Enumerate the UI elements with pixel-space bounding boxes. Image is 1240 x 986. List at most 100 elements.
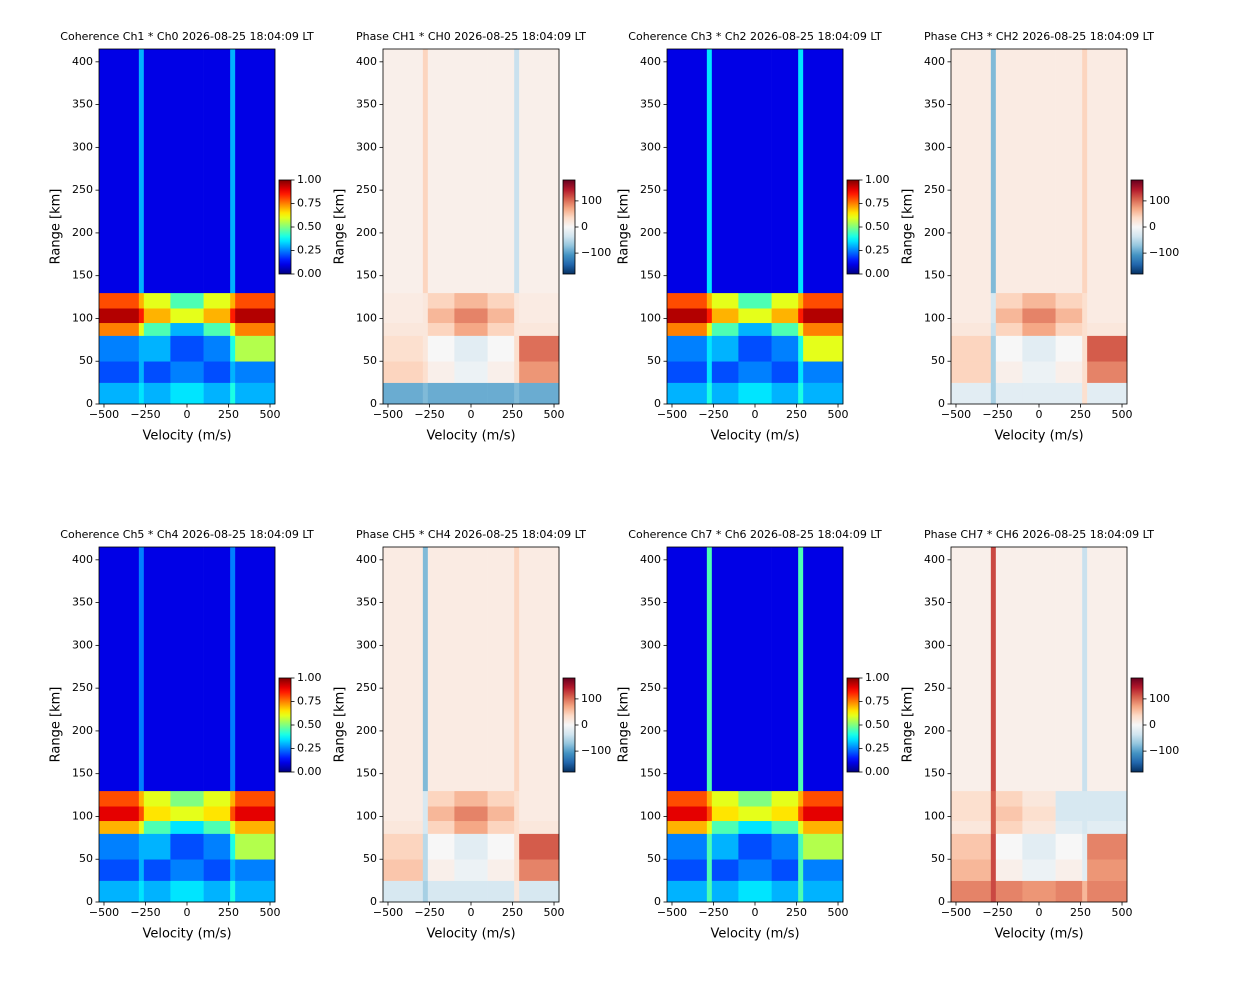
colorbar-tick-label: 0.25 [297,742,322,755]
y-tick-label: 350 [72,596,93,609]
y-tick-label: 50 [647,354,661,367]
heatmap-cell [383,790,424,807]
heatmap-cell [170,49,204,294]
y-axis-label: Range [km] [49,189,64,265]
y-tick-label: 150 [924,269,945,282]
y-tick-label: 0 [86,397,93,410]
heatmap-cell [170,859,204,881]
heatmap-cell [514,308,520,324]
heatmap-cell [203,833,231,860]
colorbar [278,677,292,773]
heatmap-cell [803,335,844,362]
y-tick-label: 350 [356,98,377,111]
heatmap-cell [667,322,708,336]
heatmap-cell [798,547,804,792]
heatmap-cell [1087,322,1128,336]
heatmap-cell [798,880,804,903]
y-tick-label: 100 [72,809,93,822]
heatmap-cell [1087,859,1128,881]
heatmap-cell [230,308,236,324]
heatmap-cell [519,335,560,362]
heatmap-cell [427,880,455,903]
heatmap-cell [138,308,145,324]
colorbar-tick-label: −100 [581,744,611,757]
x-axis-label: Velocity (m/s) [142,429,231,444]
heatmap-cell [514,382,520,405]
heatmap-cell [422,547,429,792]
heatmap-cell [235,308,276,324]
colorbar-tick-label: 100 [1149,194,1170,207]
colorbar-tick-label: 0.00 [865,267,890,280]
y-tick-label: 350 [72,98,93,111]
heatmap-cell [711,335,739,362]
x-tick-label: −500 [657,408,687,421]
heatmap-cell [519,292,560,309]
heatmap-cell [771,49,799,294]
heatmap-cell [990,833,997,860]
heatmap-cell [235,820,276,834]
heatmap-cell [803,361,844,383]
y-tick-label: 400 [640,553,661,566]
heatmap-cell [427,308,455,324]
colorbar-tick-label: 1.00 [865,671,890,684]
panel-title: Coherence Ch7 * Ch6 2026-08-25 18:04:09 … [628,528,882,541]
y-tick-label: 150 [640,269,661,282]
heatmap-cell [951,49,992,294]
y-tick-label: 100 [72,311,93,324]
heatmap-cell [514,361,520,383]
heatmap-cell [203,806,231,822]
y-tick-label: 350 [640,596,661,609]
x-tick-label: −500 [89,906,119,919]
heatmap-cell [667,382,708,405]
heatmap-cell [230,547,236,792]
heatmap-cell [427,322,455,336]
heatmap-cell [990,292,997,309]
heatmap-cell [427,833,455,860]
heatmap-cell [427,820,455,834]
heatmap-cell [519,308,560,324]
heatmap-cell [514,335,520,362]
heatmap-cell [1055,833,1083,860]
heatmap-cell [711,820,739,834]
heatmap-cell [170,806,204,822]
y-tick-label: 200 [924,724,945,737]
heatmap-cell [951,308,992,324]
x-tick-label: 500 [544,408,565,421]
heatmap-cell [99,308,140,324]
heatmap-cell [803,859,844,881]
panel: Phase CH1 * CH0 2026-08-25 18:04:09 LT −5… [333,30,612,444]
heatmap-cell [230,859,236,881]
heatmap-cell [422,880,429,903]
heatmap-cell [1022,790,1056,807]
heatmap-cell [951,292,992,309]
heatmap-cell [138,880,145,903]
colorbar-tick-label: 100 [581,692,602,705]
x-axis-label: Velocity (m/s) [994,927,1083,942]
heatmap-cell [230,382,236,405]
heatmap-cell [771,382,799,405]
heatmap-cell [427,859,455,881]
heatmap-cell [667,880,708,903]
heatmap-cell [99,382,140,405]
heatmap-cell [667,547,708,792]
heatmap-cell [203,547,231,792]
heatmap-cell [771,790,799,807]
heatmap-cell [951,790,992,807]
heatmap-cell [203,790,231,807]
y-tick-label: 300 [356,140,377,153]
heatmap-cell [422,859,429,881]
heatmap-cell [995,322,1023,336]
heatmap-cell [519,880,560,903]
heatmap-cell [1087,547,1128,792]
y-axis-label: Range [km] [901,189,916,265]
colorbar-tick-label: 0.50 [297,220,322,233]
heatmap-cell [487,292,515,309]
x-tick-label: 0 [184,906,191,919]
heatmap-cell [803,547,844,792]
heatmap-cell [711,382,739,405]
y-tick-label: 100 [640,809,661,822]
heatmap-cell [1082,880,1088,903]
heatmap-cell [143,880,171,903]
heatmap-cell [519,859,560,881]
